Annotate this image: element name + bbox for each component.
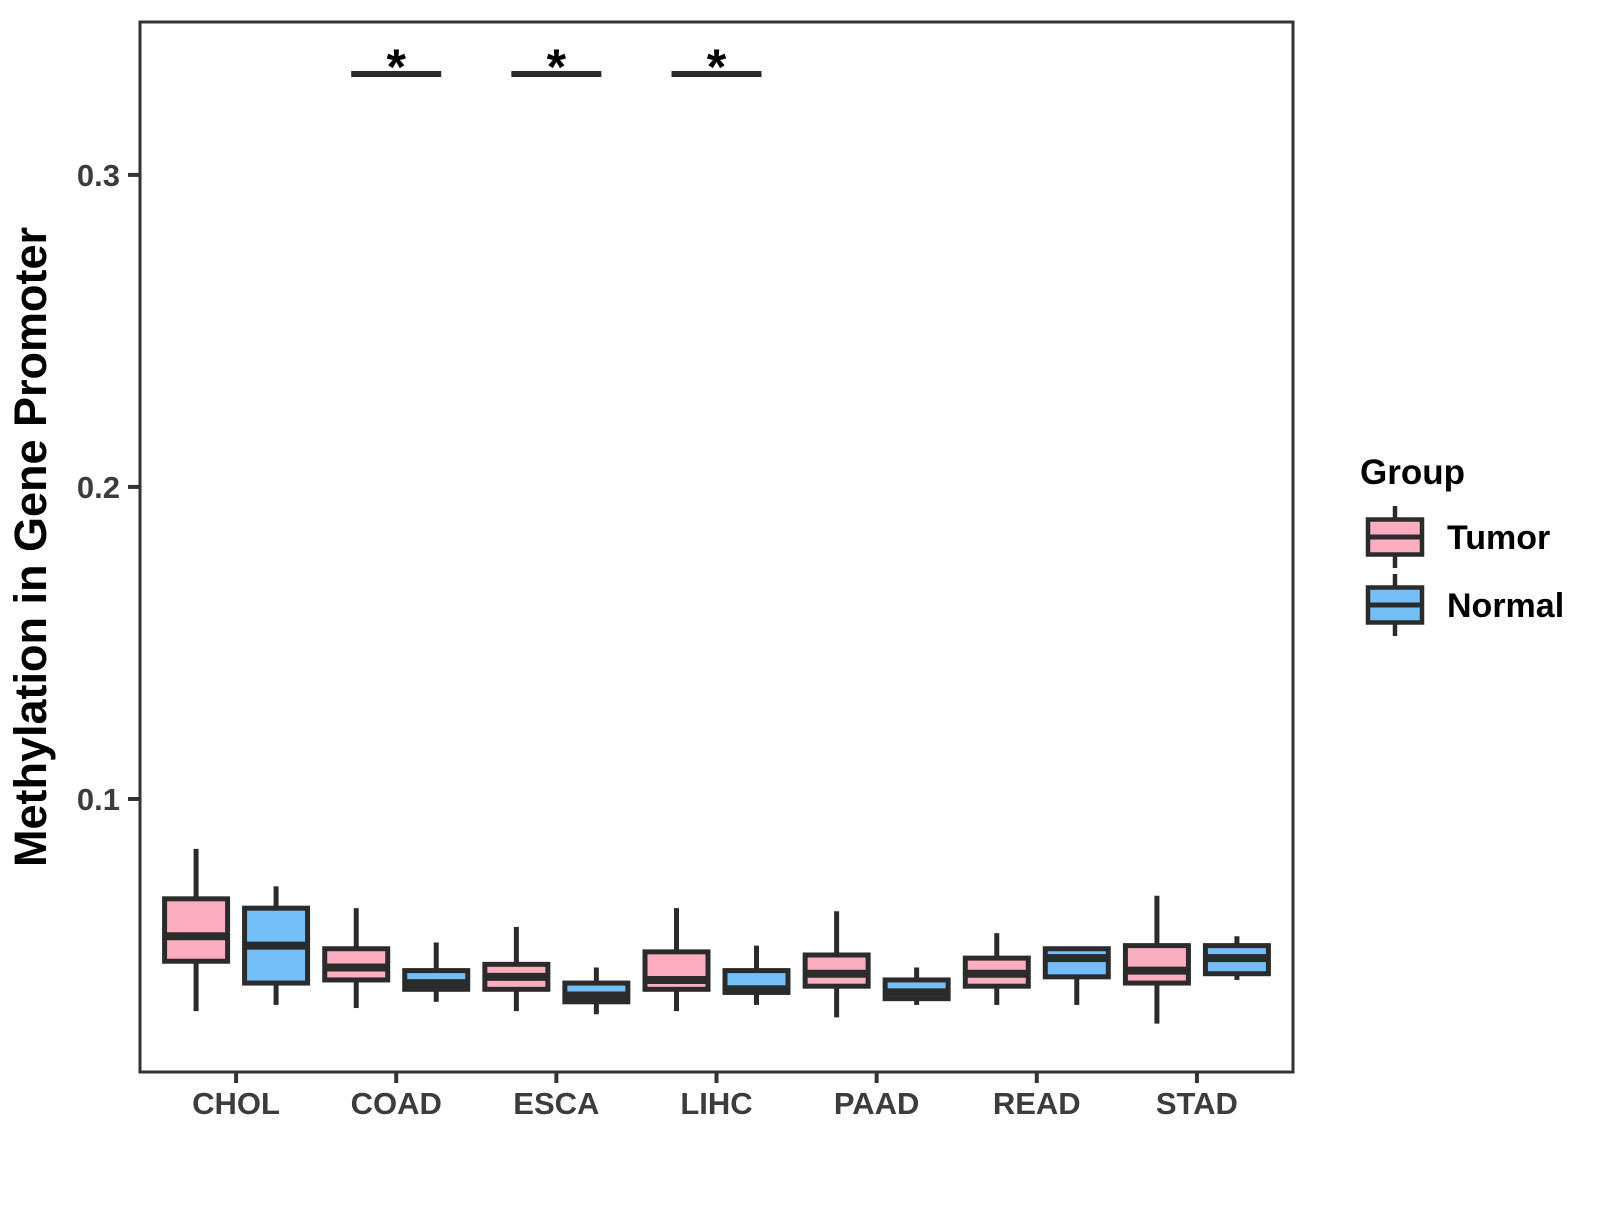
significance-layer: * * * — [351, 39, 762, 95]
plot-panel-border — [138, 20, 1295, 1074]
boxplot-layer — [162, 848, 1271, 1024]
axes-layer: 0.1 0.2 0.3 CHOL COAD ESCA LIHC PAAD READ STAD Met… — [5, 158, 1238, 1121]
box-tumor-stad — [1122, 943, 1191, 986]
x-tick-label-stad: STAD — [1156, 1086, 1238, 1121]
x-tick-label-read: READ — [993, 1086, 1081, 1121]
x-tick-label-coad: COAD — [351, 1086, 442, 1121]
significance-star-lihc: * — [707, 39, 727, 95]
y-tick-label: 0.1 — [77, 782, 120, 817]
plot-panel — [138, 20, 1295, 1074]
x-tick-label-esca: ESCA — [513, 1086, 599, 1121]
y-tick-label: 0.3 — [77, 158, 120, 193]
y-axis-title: Methylation in Gene Promoter — [5, 227, 56, 867]
legend-label-normal: Normal — [1447, 587, 1564, 625]
significance-star-coad: * — [386, 39, 406, 95]
box-tumor-chol — [162, 896, 231, 964]
legend: Group Tumor Normal — [1360, 453, 1564, 636]
legend-title: Group — [1360, 453, 1465, 492]
x-tick-label-chol: CHOL — [192, 1086, 280, 1121]
x-tick-label-lihc: LIHC — [680, 1086, 752, 1121]
x-tick-label-paad: PAAD — [834, 1086, 920, 1121]
y-tick-label: 0.2 — [77, 470, 120, 505]
box-normal-read — [1042, 946, 1111, 980]
significance-star-esca: * — [547, 39, 567, 95]
legend-label-tumor: Tumor — [1447, 519, 1550, 557]
